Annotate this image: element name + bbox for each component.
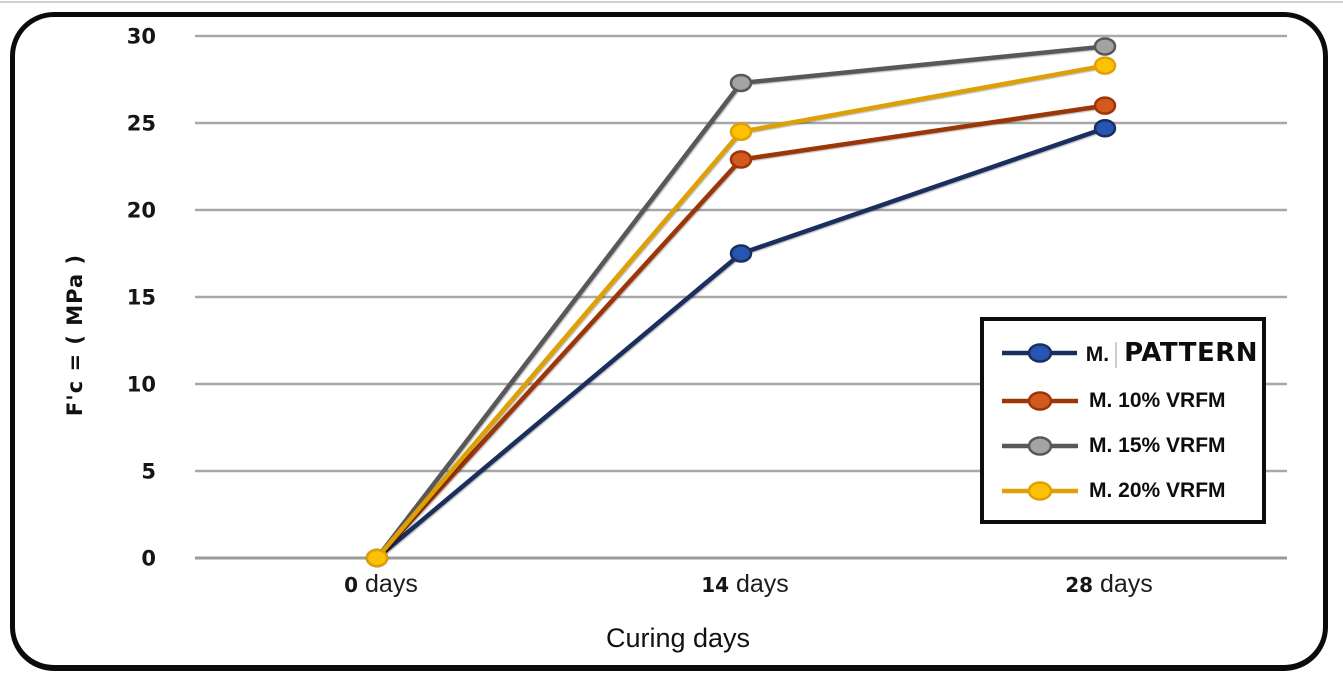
series-m-20-vrfm [365, 56, 1117, 568]
y-axis-tick-labels: 0 5 10 15 20 25 30 [127, 25, 156, 571]
data-point-marker [1093, 118, 1117, 138]
top-rule-line [0, 1, 1343, 3]
y-tick-label: 10 [127, 373, 156, 397]
legend-label: M. 15% VRFM [1089, 434, 1226, 458]
legend-marker [1027, 343, 1053, 363]
data-point-marker [1093, 56, 1117, 75]
y-tick-label: 5 [141, 460, 156, 484]
legend-marker [1027, 436, 1053, 457]
data-point-marker [729, 150, 753, 169]
legend-marker [1027, 481, 1053, 502]
data-point-marker [1093, 37, 1117, 56]
data-point-marker [729, 122, 753, 141]
x-axis-title: Curing days [606, 623, 750, 653]
x-tick-label: 0 days [344, 570, 418, 598]
data-point-marker [729, 73, 753, 93]
legend-line-sample [1002, 481, 1078, 502]
legend-item: M. 15% VRFM [1000, 434, 1258, 458]
legend-marker [1027, 391, 1053, 411]
legend-line-sample [1002, 391, 1078, 411]
legend-item: M. 10% VRFM [1000, 389, 1258, 413]
y-tick-label: 15 [127, 286, 156, 310]
x-tick-label: 28 days [1065, 570, 1153, 598]
data-point-marker [1093, 96, 1117, 115]
data-point-marker [729, 244, 753, 263]
legend-line-sample [1002, 343, 1077, 363]
legend-label: M. 20% VRFM [1089, 479, 1226, 503]
x-tick-label: 14 days [701, 570, 789, 598]
y-axis-title: F'c = ( MPa ) [63, 254, 87, 416]
legend-item: M. 20% VRFM [1000, 479, 1258, 503]
y-tick-label: 25 [127, 112, 156, 136]
legend-line-sample [1002, 436, 1078, 457]
x-axis-tick-labels: 0 days 14 days 28 days [344, 570, 1153, 598]
series-layer [365, 37, 1117, 568]
y-tick-label: 30 [127, 25, 156, 49]
y-tick-label: 20 [127, 199, 156, 223]
y-tick-label: 0 [141, 547, 156, 571]
legend-label-divider [1115, 342, 1118, 369]
figure-border [10, 12, 1328, 671]
legend-label: M. PATTERN [1085, 337, 1258, 369]
chart-legend: M. PATTERN M. 10% VRFM M. 15% VRFM M. 20% VR… [980, 317, 1266, 524]
data-point-marker [365, 548, 389, 568]
legend-item: M. PATTERN [1000, 337, 1258, 369]
legend-label: M. 10% VRFM [1089, 389, 1226, 413]
